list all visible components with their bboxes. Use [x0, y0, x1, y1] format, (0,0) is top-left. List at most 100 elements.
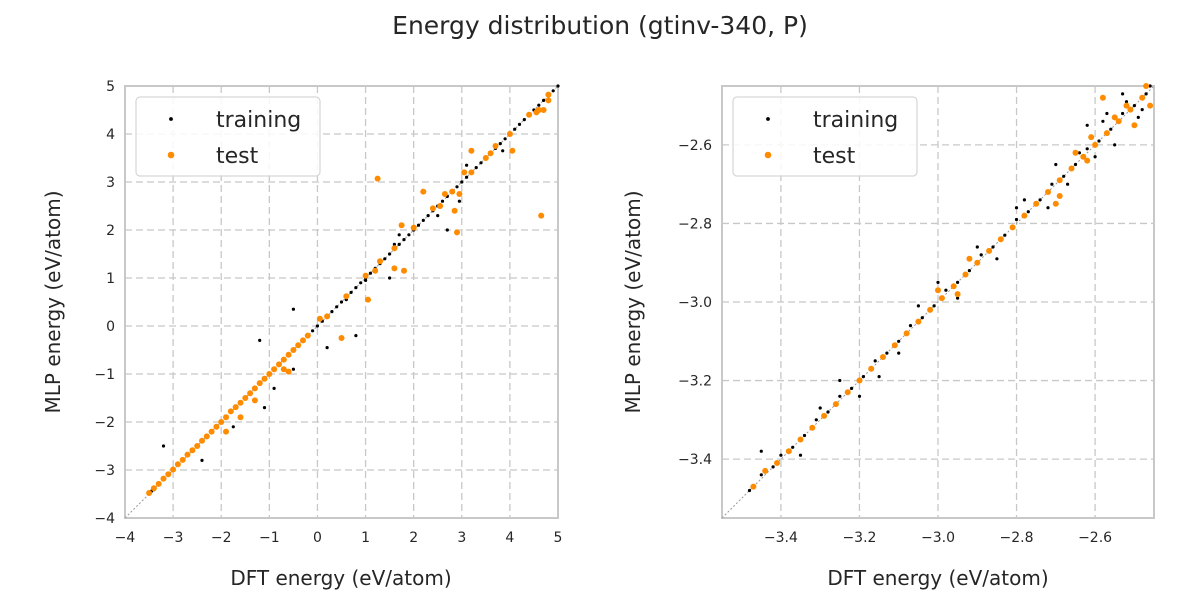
data-point	[231, 425, 235, 429]
data-point	[256, 380, 263, 387]
data-point	[537, 103, 541, 107]
data-point	[311, 329, 315, 333]
data-point	[1124, 100, 1129, 104]
data-point	[349, 290, 353, 294]
data-point	[388, 252, 392, 256]
data-point	[276, 361, 282, 368]
data-point	[1105, 111, 1109, 116]
data-point	[818, 406, 822, 410]
data-point	[938, 295, 945, 302]
data-point	[338, 335, 345, 341]
data-point	[897, 339, 901, 343]
x-tick-label: 2	[409, 530, 418, 546]
data-point	[791, 445, 795, 449]
data-point	[429, 205, 436, 212]
y-tick-label: −1	[94, 367, 115, 383]
data-point	[440, 199, 445, 203]
data-point	[877, 375, 881, 379]
data-point	[838, 394, 842, 398]
data-point	[759, 473, 763, 477]
data-point	[290, 347, 297, 353]
data-point	[285, 368, 292, 375]
data-point	[161, 444, 166, 448]
data-point	[1052, 200, 1059, 207]
data-point	[975, 245, 979, 249]
data-point	[1123, 102, 1130, 109]
data-point	[330, 310, 334, 314]
data-point	[954, 291, 961, 298]
data-point	[436, 214, 440, 218]
data-point	[1140, 108, 1144, 112]
x-tick-label: −3.2	[842, 530, 876, 546]
data-point	[974, 259, 981, 266]
data-point	[1033, 200, 1040, 207]
legend-label-training: training	[813, 108, 898, 133]
data-point	[771, 465, 775, 469]
data-point	[203, 433, 210, 440]
data-point	[903, 330, 910, 337]
y-tick-label: 4	[106, 127, 115, 143]
data-point	[936, 280, 940, 284]
legend-marker-training	[766, 117, 770, 121]
data-point	[814, 418, 818, 422]
y-tick-label: −3.2	[678, 374, 712, 390]
data-point	[492, 143, 499, 149]
data-point	[821, 412, 828, 419]
data-point	[343, 293, 350, 300]
data-point	[335, 305, 339, 309]
data-point	[1050, 182, 1054, 186]
y-tick-label: 5	[106, 79, 115, 95]
data-point	[420, 188, 427, 195]
data-point	[551, 89, 555, 93]
data-point	[1014, 206, 1019, 210]
data-point	[397, 242, 401, 246]
legend-marker-test	[764, 151, 772, 159]
data-point	[542, 98, 546, 102]
data-point	[160, 475, 167, 482]
data-point	[944, 288, 948, 292]
data-point	[401, 267, 407, 274]
data-point	[295, 342, 302, 349]
y-tick-label: −3.0	[678, 295, 712, 311]
data-point	[280, 356, 287, 363]
data-point	[232, 404, 239, 411]
scatter-panel-full-range: DFT energy (eV/atom) MLP energy (eV/atom…	[41, 79, 562, 590]
data-point	[392, 242, 396, 246]
data-point	[897, 351, 901, 355]
data-point	[995, 257, 999, 261]
y-tick-label: 1	[106, 271, 115, 287]
data-point	[538, 212, 545, 219]
data-point	[1097, 139, 1101, 143]
data-point	[908, 324, 913, 328]
data-point	[1014, 217, 1019, 222]
data-point	[509, 147, 516, 154]
x-tick-label: 0	[313, 530, 322, 546]
data-point	[362, 272, 369, 279]
data-point	[391, 265, 398, 272]
data-point	[468, 147, 475, 154]
data-point	[535, 107, 542, 113]
data-point	[506, 131, 513, 137]
legend-box	[135, 96, 321, 177]
x-tick-label: −2	[211, 530, 232, 546]
legend-label-test: test	[813, 144, 856, 169]
data-point	[194, 443, 201, 449]
data-point	[1046, 206, 1050, 210]
data-point	[223, 414, 229, 421]
data-point	[456, 191, 463, 197]
data-point	[223, 428, 229, 435]
data-point	[391, 245, 398, 252]
plot-frame	[721, 85, 1155, 519]
data-point	[868, 365, 875, 372]
data-point	[1144, 92, 1148, 96]
data-point	[1021, 212, 1028, 219]
data-point	[857, 394, 862, 398]
data-point	[1127, 106, 1134, 113]
data-point	[545, 91, 552, 98]
data-point	[809, 424, 816, 431]
data-point	[441, 191, 448, 197]
data-point	[445, 228, 449, 232]
data-point	[873, 359, 877, 363]
data-point	[856, 377, 863, 384]
